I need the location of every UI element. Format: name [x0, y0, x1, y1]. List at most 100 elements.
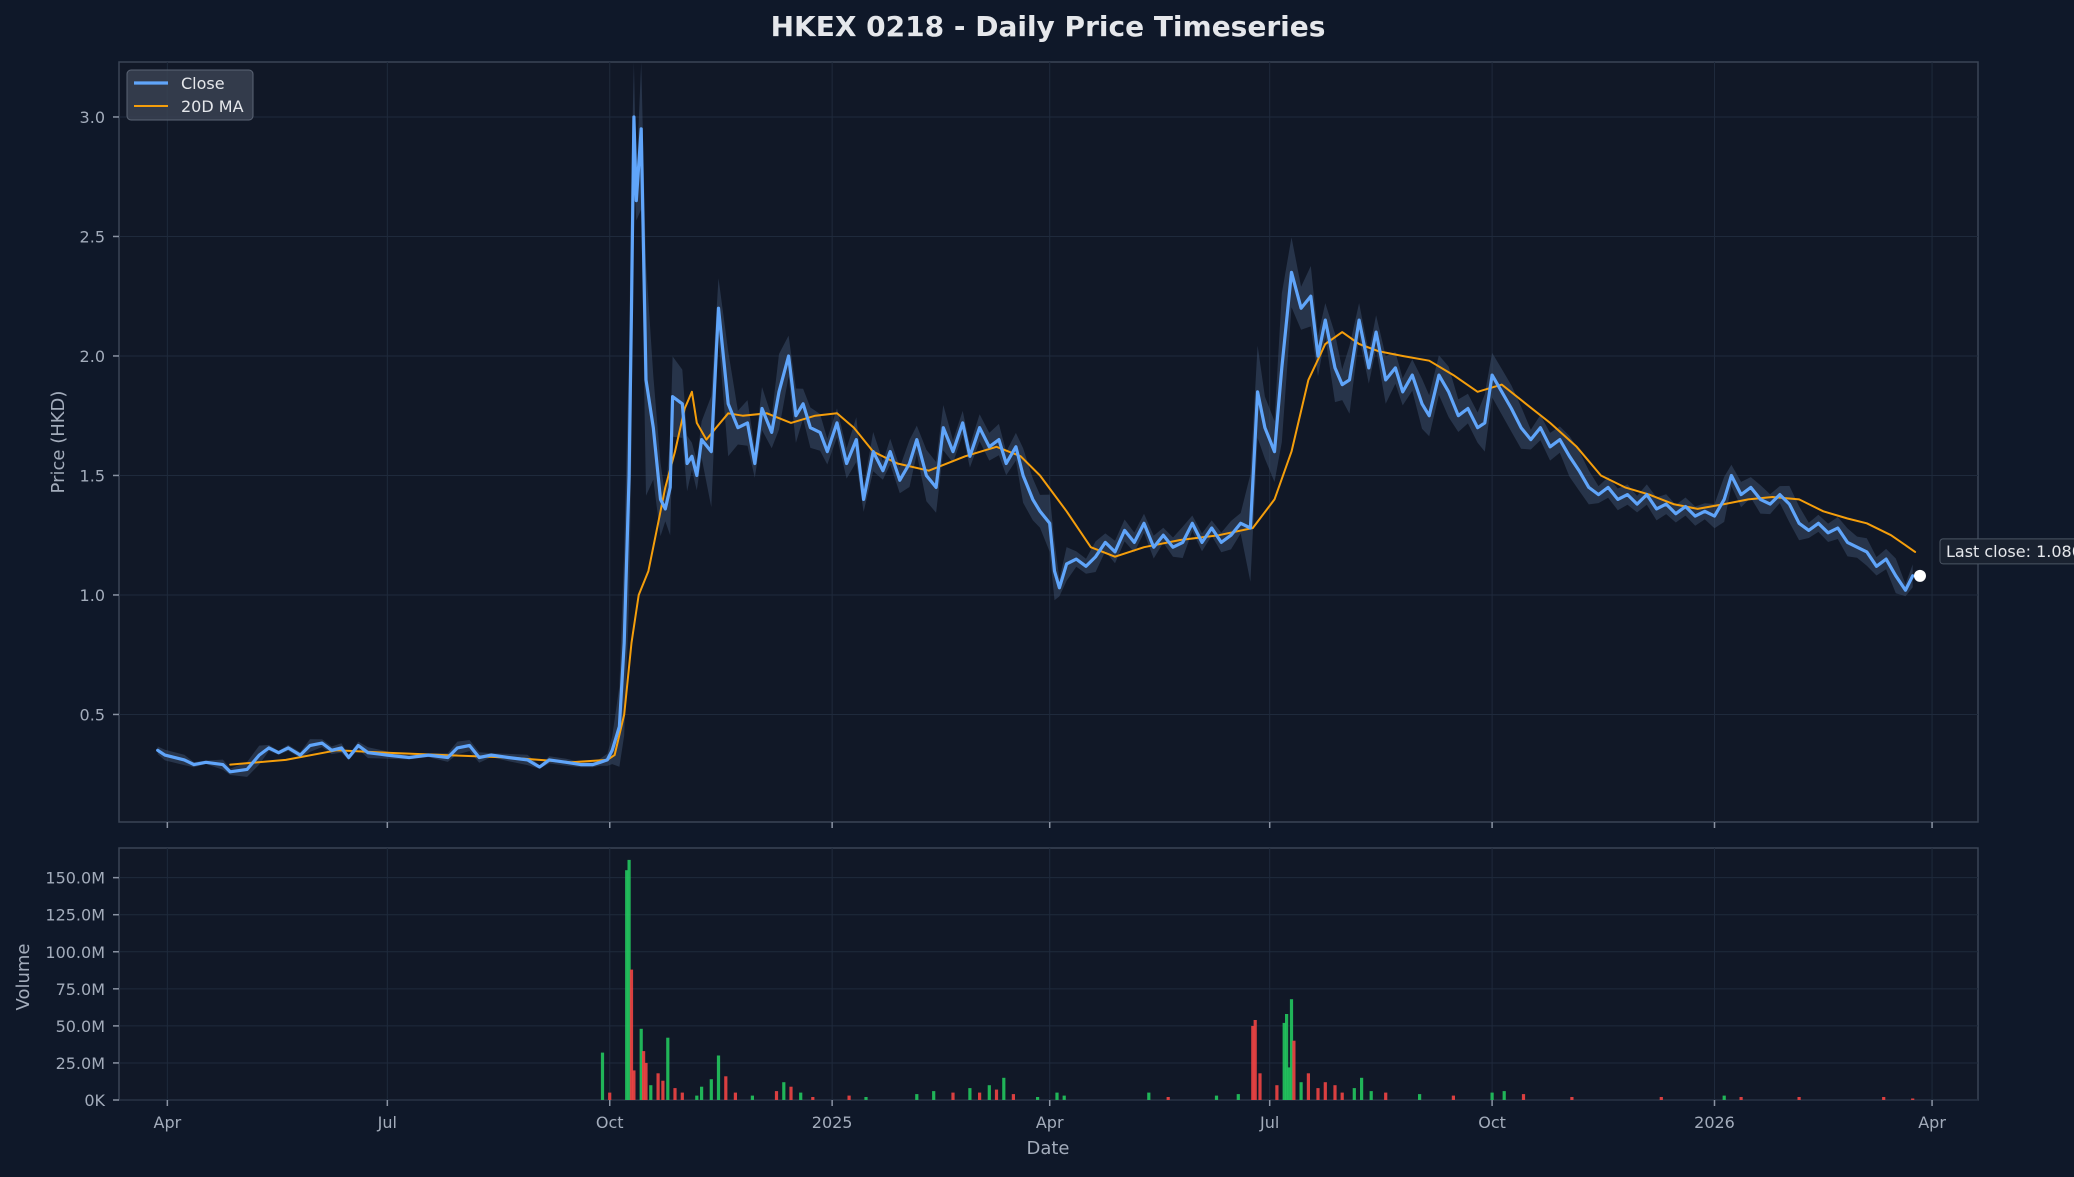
x-tick-label: Apr: [1036, 1113, 1064, 1132]
last-close-marker: [1913, 569, 1926, 582]
volume-bar: [627, 859, 631, 1100]
price-x-ticks: [166, 822, 1933, 828]
volume-bars: [600, 859, 1915, 1100]
volume-y-tick-label: 100.0M: [45, 943, 105, 962]
volume-grid: [119, 848, 1978, 1101]
price-y-tick-label: 1.5: [80, 466, 105, 485]
volume-y-tick-label: 75.0M: [56, 980, 105, 999]
volume-bar: [978, 1092, 982, 1100]
volume-bar: [1340, 1092, 1344, 1100]
price-y-tick-label: 2.5: [80, 227, 105, 246]
volume-bar: [915, 1094, 919, 1100]
volume-bar: [1002, 1077, 1006, 1100]
volume-bar: [799, 1092, 803, 1100]
volume-bar: [1418, 1094, 1422, 1100]
volume-bar: [724, 1076, 728, 1100]
volume-bar: [1570, 1097, 1574, 1100]
volume-bar: [987, 1085, 991, 1100]
last-close-annotation: Last close: 1.080: [1913, 538, 2074, 582]
volume-bar: [1369, 1091, 1373, 1100]
price-y-tick-label: 2.0: [80, 347, 105, 366]
volume-bar: [994, 1089, 999, 1100]
volume-bar: [1036, 1097, 1040, 1100]
volume-bar: [1333, 1085, 1337, 1100]
last-close-label: Last close: 1.080: [1946, 542, 2074, 561]
volume-bar: [847, 1095, 851, 1100]
volume-bar: [951, 1092, 955, 1100]
volume-bar: [782, 1082, 786, 1100]
volume-bar: [644, 1062, 648, 1100]
volume-bar: [1797, 1097, 1801, 1100]
ma-series-line: [229, 331, 1917, 766]
volume-bar: [1384, 1092, 1388, 1100]
volume-bar: [1882, 1097, 1886, 1100]
volume-bar: [932, 1091, 936, 1100]
volume-bar: [680, 1092, 684, 1100]
volume-bar: [1323, 1082, 1327, 1100]
volume-bar: [1490, 1092, 1494, 1100]
volume-bar: [1306, 1073, 1310, 1100]
volume-bar: [1251, 1025, 1255, 1100]
volume-plot-area: [118, 847, 1979, 1101]
volume-y-axis-label: Volume: [13, 944, 34, 1011]
volume-bar: [661, 1080, 665, 1100]
volume-y-tick-label: 50.0M: [56, 1017, 105, 1036]
volume-bar: [1316, 1088, 1320, 1100]
volume-bar: [1282, 1022, 1286, 1100]
price-y-tick-label: 3.0: [80, 108, 105, 127]
volume-bar: [639, 1028, 643, 1100]
volume-bar: [968, 1088, 972, 1100]
volume-bar: [1299, 1082, 1303, 1100]
volume-bar: [1521, 1094, 1526, 1100]
volume-bar: [774, 1091, 779, 1100]
volume-bar: [600, 1052, 605, 1100]
legend: Close 20D MA: [126, 69, 254, 121]
volume-bar: [666, 1037, 670, 1100]
volume-x-ticks: Apr Jul Oct 2025 Apr Jul Oct 2026 Apr: [154, 1100, 1946, 1132]
volume-bar: [695, 1095, 699, 1100]
chart-title: HKEX 0218 - Daily Price Timeseries: [771, 10, 1326, 43]
volume-bar: [1722, 1095, 1726, 1100]
x-tick-label: Oct: [596, 1113, 624, 1132]
price-y-tick-label: 1.0: [80, 586, 105, 605]
volume-bar: [709, 1079, 713, 1100]
volume-y-tick-label: 0K: [84, 1091, 105, 1110]
volume-bar: [629, 969, 634, 1100]
price-panel: 0.5 1.0 1.5 2.0 2.5 3.0 Price (HKD) Close 20D …: [48, 61, 2074, 828]
volume-bar: [1739, 1097, 1743, 1100]
volume-bar: [1253, 1020, 1257, 1100]
volume-bar: [811, 1097, 815, 1100]
volume-bar: [1166, 1097, 1170, 1100]
x-tick-label: Oct: [1478, 1113, 1506, 1132]
volume-bar: [1451, 1095, 1455, 1100]
volume-bar: [673, 1088, 677, 1100]
volume-bar: [642, 1051, 646, 1100]
volume-bar: [1289, 999, 1294, 1100]
x-axis-label: Date: [1026, 1138, 1069, 1159]
volume-bar: [750, 1095, 754, 1100]
volume-bar: [1659, 1097, 1663, 1100]
price-plot-area: [118, 61, 1979, 823]
legend-ma-label: 20D MA: [181, 97, 244, 116]
volume-panel: 0K 25.0M 50.0M 75.0M 100.0M 125.0M 150.0M Apr J…: [13, 847, 1979, 1159]
volume-bar: [1292, 1040, 1296, 1100]
x-tick-label: Jul: [1259, 1113, 1279, 1132]
price-lines: [156, 115, 1917, 774]
x-tick-label: 2025: [812, 1113, 853, 1132]
volume-y-tick-label: 125.0M: [45, 906, 105, 925]
volume-bar: [864, 1097, 868, 1100]
volume-bar: [1236, 1094, 1240, 1100]
volume-bar: [1275, 1085, 1279, 1100]
volume-y-tick-label: 25.0M: [56, 1054, 105, 1073]
volume-bar: [656, 1073, 660, 1100]
x-tick-label: Jul: [377, 1113, 397, 1132]
volume-y-tick-label: 150.0M: [45, 869, 105, 888]
volume-bar: [1502, 1091, 1506, 1100]
x-tick-label: Apr: [1918, 1113, 1946, 1132]
volume-bar: [1287, 1067, 1291, 1100]
volume-bar: [733, 1092, 737, 1100]
volume-bar: [700, 1086, 704, 1100]
volume-bar: [608, 1092, 612, 1100]
volume-bar: [1285, 1014, 1289, 1100]
